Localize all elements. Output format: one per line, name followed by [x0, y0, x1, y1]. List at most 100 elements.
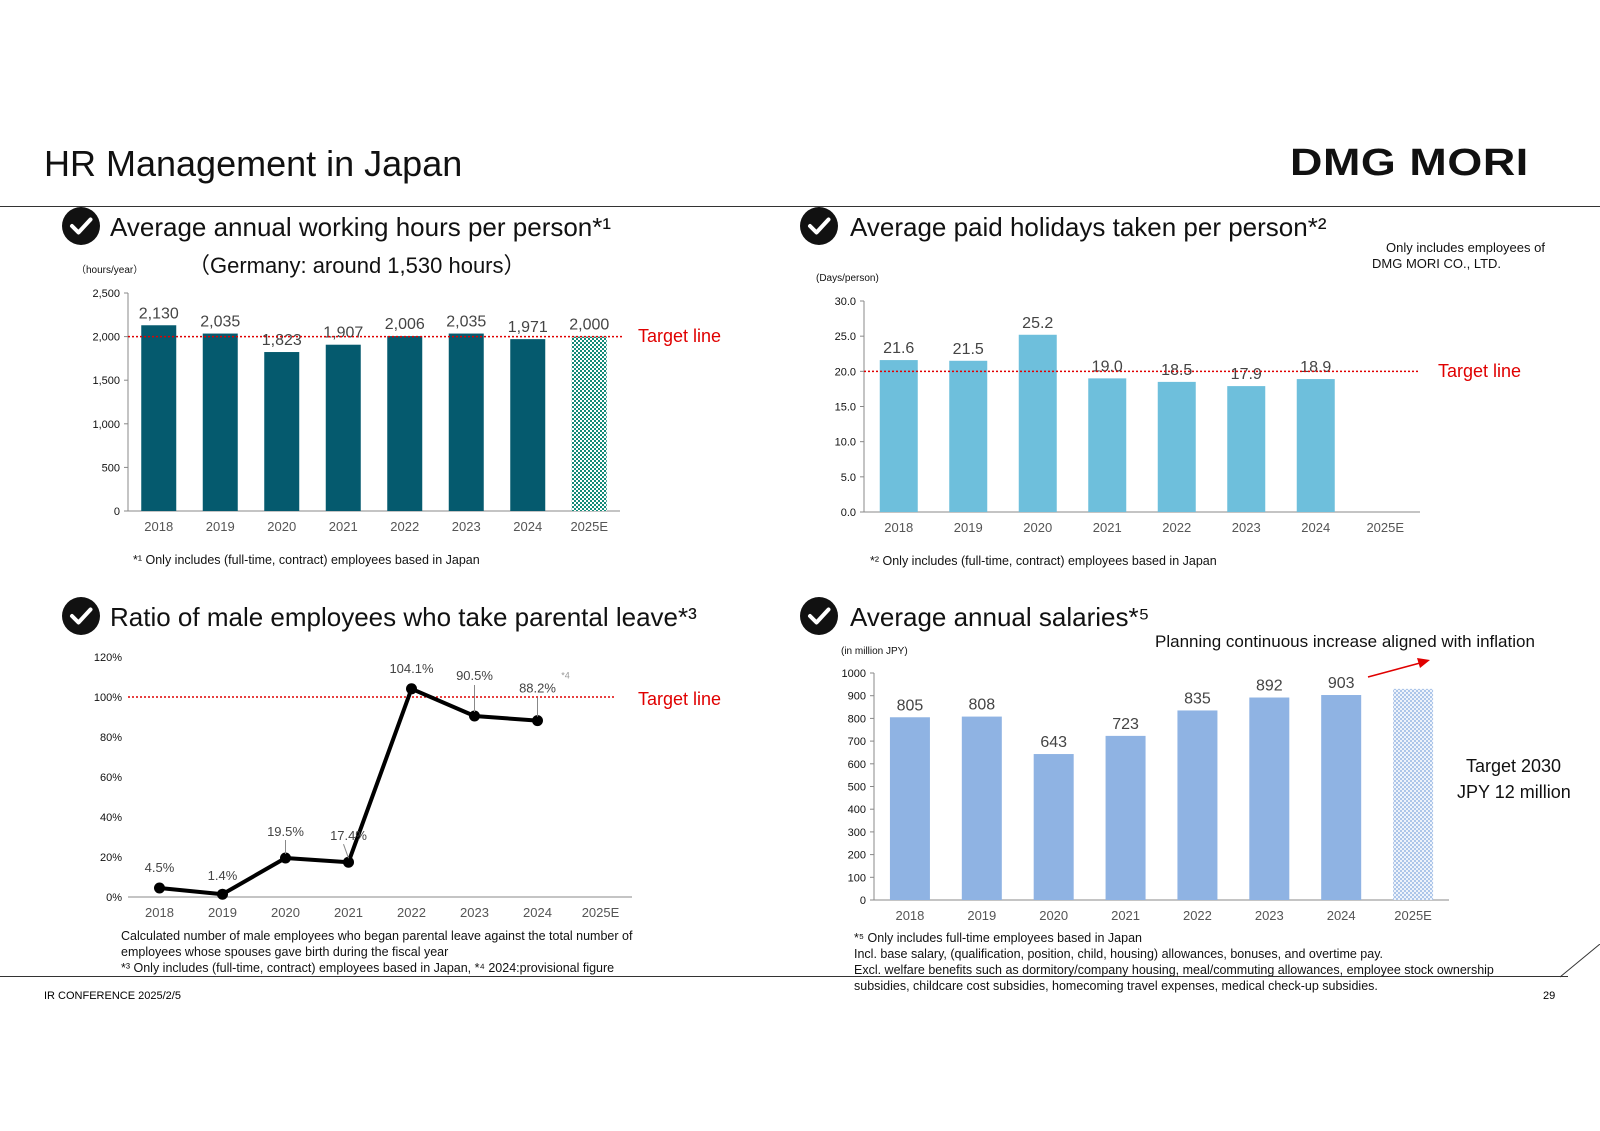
y-tick-label: 2,500	[92, 288, 120, 300]
x-tick-label: 2022	[390, 519, 419, 534]
checkmark-icon	[62, 207, 100, 245]
hours-footnote: *¹ Only includes (full-time, contract) e…	[133, 553, 480, 567]
data-label: 1.4%	[208, 868, 238, 883]
data-label: 21.6	[883, 340, 914, 357]
y-tick-label: 1000	[842, 668, 866, 680]
y-tick-label: 10.0	[835, 437, 856, 449]
x-tick-label: 2018	[144, 519, 173, 534]
bar	[1296, 379, 1335, 512]
salaries-note-2: Incl. base salary, (qualification, posit…	[854, 947, 1383, 961]
y-tick-label: 60%	[100, 772, 122, 784]
y-tick-label: 700	[848, 736, 866, 748]
x-tick-label: 2024	[513, 519, 542, 534]
data-point	[343, 856, 354, 868]
x-tick-label: 2025E	[570, 519, 608, 534]
hours-target-label: Target line	[638, 326, 722, 346]
holidays-footnote: *² Only includes (full-time, contract) e…	[870, 554, 1217, 568]
x-tick-label: 2020	[1023, 520, 1052, 535]
footer-divider	[0, 976, 1568, 977]
hours-unit: （hours/year）	[76, 265, 144, 276]
y-tick-label: 600	[848, 759, 866, 771]
y-tick-label: 0.0	[841, 507, 856, 519]
data-label: 723	[1112, 716, 1139, 733]
data-label: 90.5%	[456, 668, 493, 683]
data-label: 4.5%	[145, 860, 175, 875]
hours-title: Average annual working hours per person*…	[110, 212, 612, 242]
y-tick-label: 2,000	[92, 332, 120, 344]
data-label: 19.0	[1092, 358, 1123, 375]
data-label: 17.9	[1231, 366, 1262, 383]
data-point	[280, 852, 291, 864]
data-label: 1,971	[508, 319, 548, 336]
corner-accent	[1560, 944, 1600, 978]
bar	[1393, 688, 1434, 900]
y-tick-label: 900	[848, 691, 866, 703]
data-label: 643	[1040, 734, 1067, 751]
x-tick-label: 2024	[523, 905, 552, 920]
x-tick-label: 2019	[954, 520, 983, 535]
bar	[202, 333, 238, 511]
salaries-chart: 0 100 200 300 400 500 600 700 800 900 1000 2018 805 2…	[842, 658, 1449, 920]
data-point	[217, 888, 228, 900]
x-tick-label: 2022	[1183, 908, 1212, 920]
y-tick-label: 0%	[106, 892, 122, 904]
parental-note-2: employees whose spouses gave birth durin…	[121, 945, 449, 959]
trend-arrow-head	[1417, 658, 1430, 668]
x-tick-label: 2025E	[582, 905, 620, 920]
holidays-side-note-1: Only includes employees of	[1386, 240, 1545, 255]
y-tick-label: 80%	[100, 732, 122, 744]
x-tick-label: 2019	[206, 519, 235, 534]
bar	[510, 339, 546, 511]
x-tick-label: 2022	[1162, 520, 1191, 535]
y-tick-label: 1,500	[92, 375, 120, 387]
x-tick-label: 2024	[1327, 908, 1356, 920]
x-tick-label: 2023	[1255, 908, 1284, 920]
y-tick-label: 300	[848, 827, 866, 839]
data-label: 2,130	[139, 305, 179, 322]
x-tick-label: 2025E	[1366, 520, 1404, 535]
parental-note-3: *³ Only includes (full-time, contract) e…	[121, 961, 615, 975]
y-tick-label: 120%	[94, 652, 122, 664]
brand-logo: DMG MORI	[1290, 142, 1529, 184]
bar	[1249, 697, 1290, 900]
data-label: 835	[1184, 690, 1211, 707]
bar	[1088, 378, 1127, 512]
bar	[141, 325, 177, 511]
salaries-title: Average annual salaries*⁵	[850, 602, 1150, 632]
salaries-note-3: Excl. welfare benefits such as dormitory…	[854, 963, 1494, 977]
data-label: 18.5	[1161, 362, 1192, 379]
data-label: 25.2	[1022, 315, 1053, 332]
x-tick-label: 2020	[271, 905, 300, 920]
x-tick-label: 2019	[208, 905, 237, 920]
data-label: 808	[968, 697, 995, 714]
bar	[1177, 710, 1218, 900]
data-point	[532, 715, 543, 727]
hours-chart: 0 500 1,000 1,500 2,000 2,500 2018 2,130 2019 2,0…	[92, 288, 622, 534]
holidays-target-label: Target line	[1438, 361, 1522, 381]
x-tick-label: 2024	[1301, 520, 1330, 535]
salaries-note-4: subsidies, childcare cost subsidies, hom…	[854, 979, 1378, 993]
data-label: 17.4%	[330, 828, 367, 843]
salaries-unit: (in million JPY)	[841, 646, 908, 657]
x-tick-label: 2021	[1111, 908, 1140, 920]
parental-title: Ratio of male employees who take parenta…	[110, 602, 697, 632]
header-divider	[0, 206, 1600, 207]
annotation-label: *4	[561, 671, 570, 681]
y-tick-label: 1,000	[92, 419, 120, 431]
data-label: 805	[897, 697, 924, 714]
data-point	[406, 683, 417, 695]
data-label: 104.1%	[389, 661, 434, 676]
y-tick-label: 20%	[100, 852, 122, 864]
footer-conference: IR CONFERENCE 2025/2/5	[44, 990, 181, 1002]
parental-target-label: Target line	[638, 689, 722, 709]
x-tick-label: 2023	[1232, 520, 1261, 535]
bar	[448, 333, 484, 511]
y-tick-label: 500	[848, 782, 866, 794]
bar	[949, 360, 988, 512]
data-point	[469, 710, 480, 722]
label-leader	[343, 844, 349, 859]
x-tick-label: 2022	[397, 905, 426, 920]
page-title: HR Management in Japan	[44, 143, 463, 184]
data-point	[154, 882, 165, 894]
parental-chart: 0% 20% 40% 60% 80% 100% 120% 2018 2019 2020 2021 20…	[94, 652, 632, 920]
